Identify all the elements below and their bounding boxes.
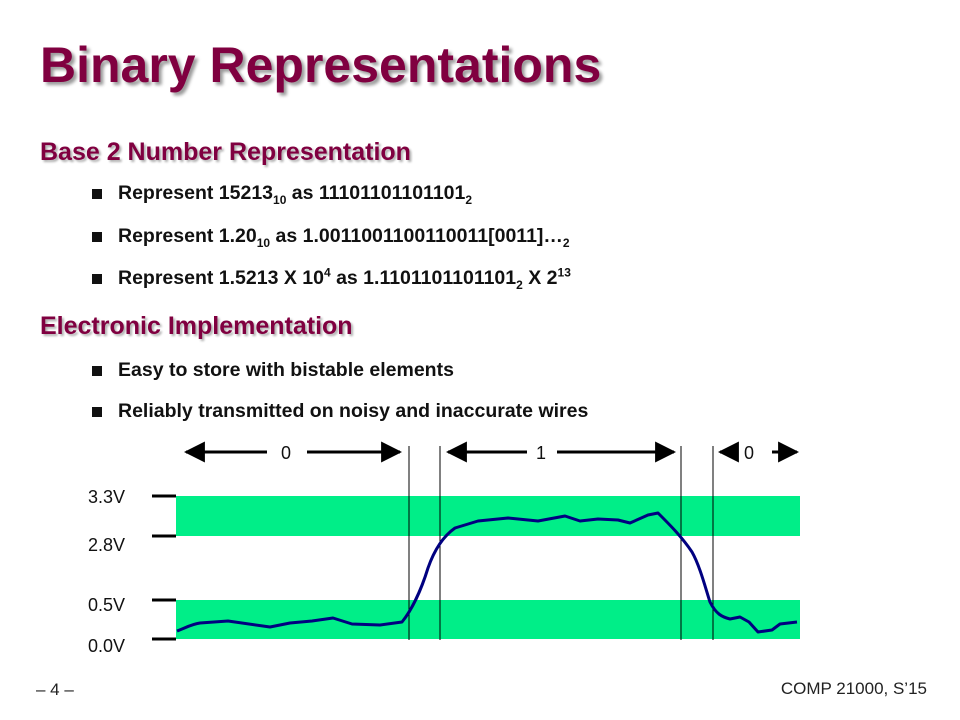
section-heading-electronic: Electronic Implementation	[40, 312, 353, 340]
section-heading-base2: Base 2 Number Representation	[40, 138, 411, 166]
voltage-label: 2.8V	[88, 535, 125, 555]
voltage-label: 3.3V	[88, 487, 125, 507]
course-label: COMP 21000, S’15	[780, 679, 927, 698]
bullet-square-icon	[92, 232, 102, 242]
bullet-square-icon	[92, 407, 102, 417]
bullet-item: Represent 1521310 as 111011011011012	[92, 181, 472, 206]
bullet-item: Represent 1.5213 X 104 as 1.110110110110…	[92, 266, 571, 291]
low-voltage-band	[176, 600, 800, 639]
bullet-item: Easy to store with bistable elements	[92, 358, 454, 382]
voltage-label: 0.5V	[88, 595, 125, 615]
bit-label: 1	[536, 443, 546, 463]
bullet-square-icon	[92, 366, 102, 376]
bit-label: 0	[744, 443, 754, 463]
voltage-label: 0.0V	[88, 636, 125, 656]
slide-title: Binary Representations	[40, 37, 602, 93]
page-number: – 4 –	[36, 680, 74, 699]
bit-label: 0	[281, 443, 291, 463]
bullet-square-icon	[92, 189, 102, 199]
bullet-square-icon	[92, 274, 102, 284]
bullet-item: Represent 1.2010 as 1.0011001100110011[0…	[92, 224, 570, 249]
high-voltage-band	[176, 496, 800, 536]
signal-trace	[176, 511, 798, 634]
bullet-item: Reliably transmitted on noisy and inaccu…	[92, 399, 588, 423]
